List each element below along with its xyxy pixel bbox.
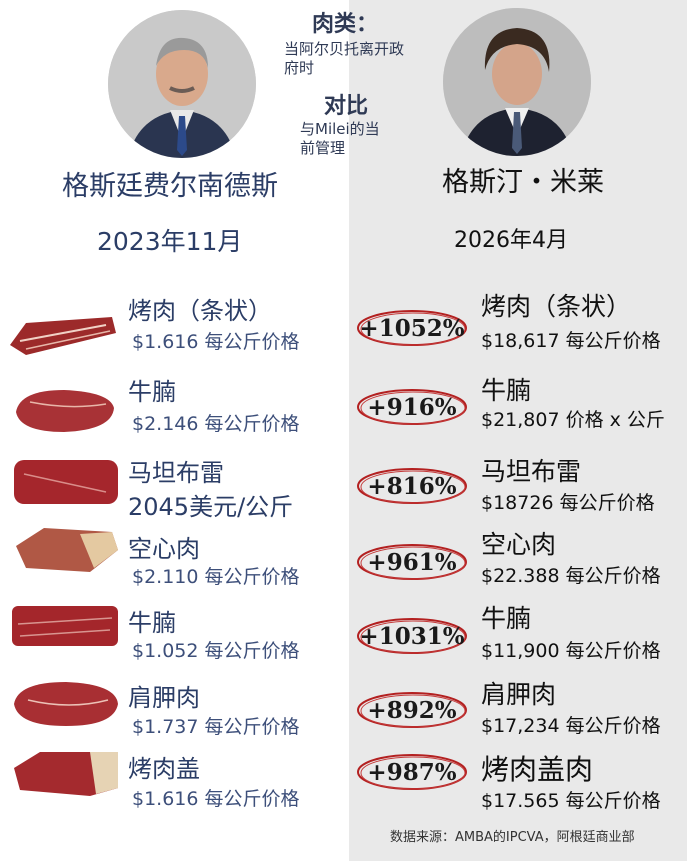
right-cut-name: 烤肉盖肉 — [481, 753, 594, 786]
meat-image-peceto — [10, 520, 122, 576]
percent-increase-badge: +916% — [356, 387, 468, 427]
right-cut-name: 烤肉（条状） — [481, 292, 632, 321]
left-cut-name: 马坦布雷 — [128, 459, 224, 487]
header-subtitle-1-line1: 当阿尔贝托离开政 — [284, 40, 405, 58]
left-cut-name: 肩胛肉 — [128, 684, 200, 712]
percent-increase-badge: +1031% — [356, 616, 468, 656]
percent-increase-badge: +816% — [356, 466, 468, 506]
meat-image-paleta — [10, 676, 122, 732]
header-subtitle-1: 当阿尔贝托离开政 府时 — [284, 40, 404, 78]
percent-increase-badge: +892% — [356, 690, 468, 730]
right-cut-name: 牛腩 — [481, 604, 532, 633]
right-cut-name: 空心肉 — [481, 530, 557, 559]
percent-increase-value: +1031% — [359, 622, 465, 650]
leader-name-left: 格斯廷费尔南德斯 — [62, 171, 278, 202]
meat-image-asado — [6, 303, 118, 359]
header-title-compare: 对比 — [324, 94, 369, 119]
left-price: 2045美元/公斤 — [128, 493, 294, 521]
left-cut-name: 烤肉（条状） — [128, 297, 272, 325]
left-price: $1.737 每公斤价格 — [132, 716, 300, 738]
right-price: $21,807 价格 x 公斤 — [481, 409, 665, 431]
left-cut-name: 牛腩 — [128, 378, 176, 406]
left-price: $1.052 每公斤价格 — [132, 640, 300, 662]
header-subtitle-1-line2: 府时 — [284, 59, 315, 77]
percent-increase-badge: +961% — [356, 542, 468, 582]
left-cut-name: 空心肉 — [128, 535, 200, 563]
percent-increase-value: +961% — [367, 548, 457, 576]
right-cut-name: 肩胛肉 — [481, 680, 557, 709]
meat-image-vacio-2 — [8, 600, 120, 656]
left-price: $1.616 每公斤价格 — [132, 331, 300, 353]
right-price: $11,900 每公斤价格 — [481, 640, 661, 662]
percent-increase-value: +1052% — [359, 314, 465, 342]
percent-increase-value: +987% — [367, 758, 457, 786]
percent-increase-value: +816% — [367, 472, 457, 500]
right-price: $22.388 每公斤价格 — [481, 565, 661, 587]
percent-increase-badge: +1052% — [356, 308, 468, 348]
header-title-meat: 肉类： — [312, 12, 379, 37]
left-price: $1.616 每公斤价格 — [132, 788, 300, 810]
right-cut-name: 牛腩 — [481, 376, 532, 405]
data-source-note: 数据来源：AMBA的IPCVA，阿根廷商业部 — [390, 830, 635, 845]
right-cut-name: 马坦布雷 — [481, 457, 582, 486]
right-price: $18,617 每公斤价格 — [481, 330, 661, 352]
portrait-fernandez — [108, 10, 256, 158]
leader-date-right: 2026年4月 — [454, 228, 568, 253]
left-price: $2.110 每公斤价格 — [132, 566, 300, 588]
right-price: $17.565 每公斤价格 — [481, 790, 661, 812]
header-subtitle-2-line2: 前管理 — [300, 139, 346, 157]
percent-increase-badge: +987% — [356, 752, 468, 792]
meat-image-tapa — [10, 744, 122, 800]
header-subtitle-2: 与Milei的当 前管理 — [300, 120, 380, 158]
right-price: $18726 每公斤价格 — [481, 492, 655, 514]
right-price: $17,234 每公斤价格 — [481, 715, 661, 737]
leader-date-left: 2023年11月 — [97, 227, 243, 256]
left-cut-name: 烤肉盖 — [128, 755, 200, 783]
percent-increase-value: +892% — [367, 696, 457, 724]
meat-image-vacio-1 — [10, 382, 122, 438]
header-subtitle-2-line1: 与Milei的当 — [300, 120, 380, 138]
meat-image-matambre — [10, 454, 122, 510]
left-cut-name: 牛腩 — [128, 609, 176, 637]
leader-name-right: 格斯汀・米莱 — [442, 167, 604, 198]
left-price: $2.146 每公斤价格 — [132, 413, 300, 435]
portrait-milei — [443, 8, 591, 156]
percent-increase-value: +916% — [367, 393, 457, 421]
